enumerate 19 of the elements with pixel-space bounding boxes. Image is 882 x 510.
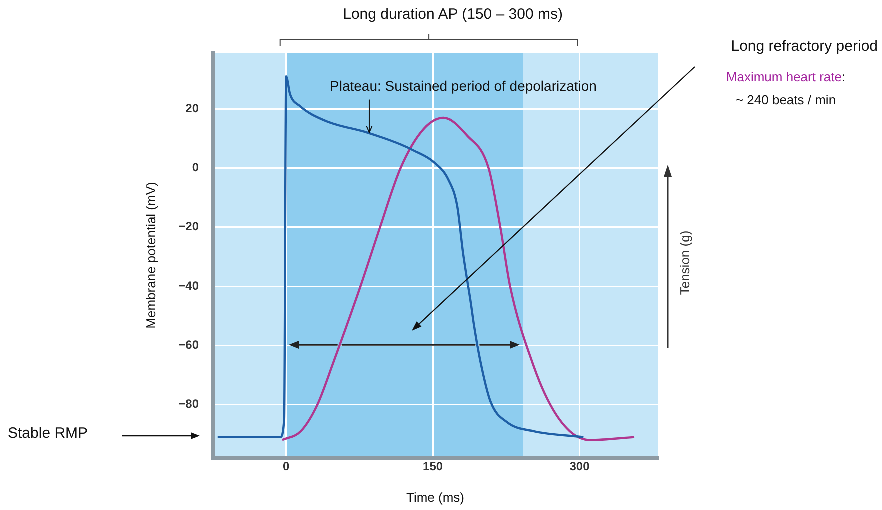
chart-title: Long duration AP (150 – 300 ms)	[343, 6, 563, 24]
x-tick-label: 300	[570, 460, 590, 474]
text: ~ 240 beats / min	[736, 92, 836, 108]
x-tick-label: 0	[283, 460, 290, 474]
y-axis-title: Membrane potential (mV)	[143, 182, 158, 329]
y-tick-label: −20	[178, 220, 200, 234]
y2-axis-title: Tension (g)	[678, 230, 693, 296]
x-axis-title: Time (ms)	[406, 490, 465, 505]
line-series	[281, 116, 636, 442]
text: Long refractory period	[731, 38, 878, 56]
y-tick-label: −60	[178, 338, 200, 352]
y-tick-label: 20	[186, 101, 200, 116]
y-tick-label: −40	[178, 278, 200, 293]
annotation: Plateau: Sustained period of depolarization	[330, 78, 597, 94]
x-tick-label: 150	[423, 460, 444, 474]
y-tick-label: −80	[178, 397, 200, 412]
text: Stable RMP	[8, 425, 88, 442]
y-tick-label: 0	[192, 160, 200, 175]
text: Maximum heart rate:	[726, 70, 846, 85]
